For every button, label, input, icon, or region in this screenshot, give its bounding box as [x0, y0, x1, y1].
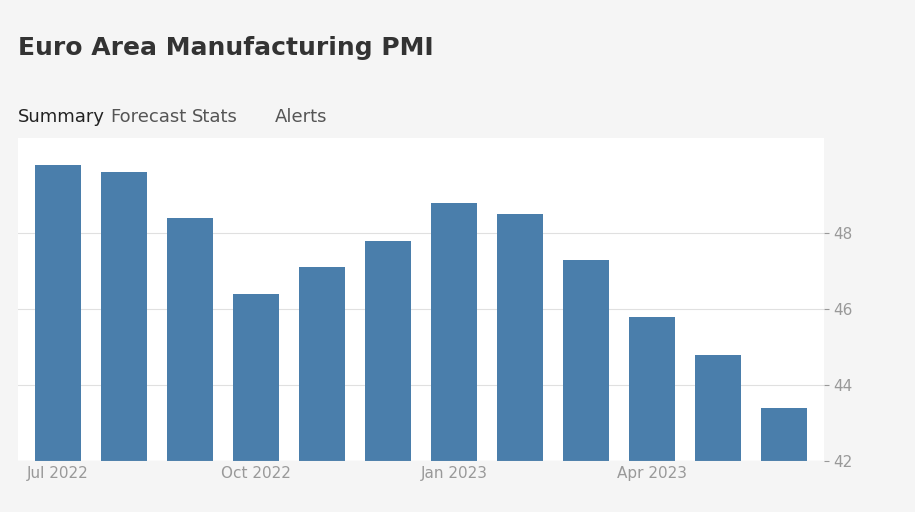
Bar: [497, 214, 543, 512]
Bar: [167, 218, 213, 512]
Bar: [232, 294, 279, 512]
Bar: [563, 260, 609, 512]
Bar: [299, 267, 345, 512]
Bar: [35, 165, 81, 512]
Text: Euro Area Manufacturing PMI: Euro Area Manufacturing PMI: [18, 36, 434, 60]
Bar: [101, 173, 147, 512]
Text: Summary: Summary: [18, 108, 105, 125]
Bar: [431, 203, 477, 512]
Bar: [365, 241, 411, 512]
Bar: [629, 316, 675, 512]
Text: Stats: Stats: [192, 108, 238, 125]
Text: Forecast: Forecast: [110, 108, 186, 125]
Text: Alerts: Alerts: [274, 108, 327, 125]
Bar: [694, 354, 741, 512]
Bar: [760, 408, 807, 512]
